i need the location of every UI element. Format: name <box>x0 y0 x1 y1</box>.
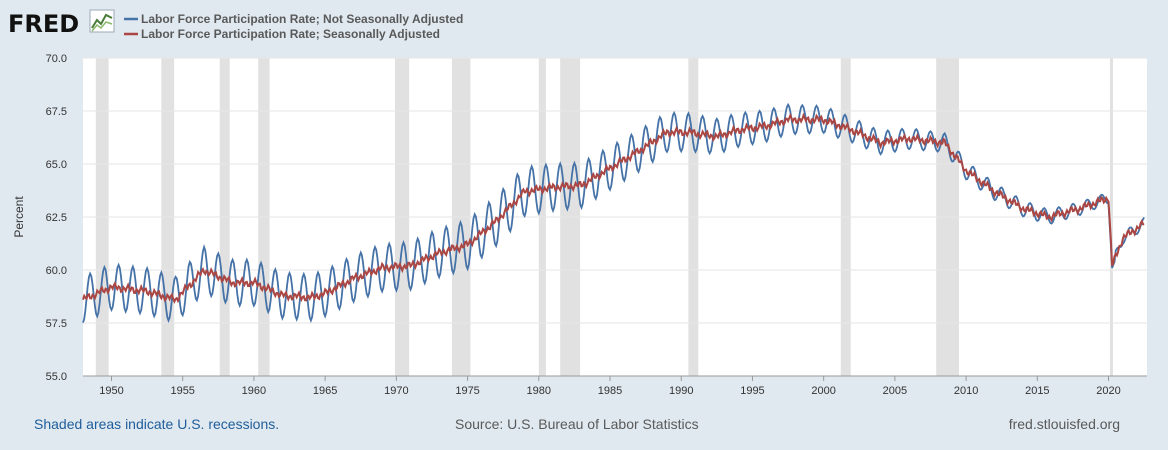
legend-label-nsa: Labor Force Participation Rate; Not Seas… <box>141 12 463 26</box>
x-tick-label: 2015 <box>1025 385 1049 397</box>
x-tick-label: 1980 <box>527 385 551 397</box>
y-tick-label: 67.5 <box>46 106 67 118</box>
source-note: Source: U.S. Bureau of Labor Statistics <box>455 416 699 432</box>
legend-item-nsa[interactable]: Labor Force Participation Rate; Not Seas… <box>124 12 463 26</box>
fred-logo-graph-icon <box>89 9 115 33</box>
y-axis-label: Percent <box>12 196 26 238</box>
series-line-sa <box>82 112 1145 304</box>
x-tick-label: 2020 <box>1096 385 1120 397</box>
y-axis: 55.0 57.5 60.0 62.5 65.0 67.5 70.0 <box>46 53 67 383</box>
x-tick-label: 1995 <box>740 385 764 397</box>
x-tick-label: 1955 <box>170 385 194 397</box>
y-tick-label: 60.0 <box>46 265 67 277</box>
fred-chart: FRED Labor Force Participation Rate; Not… <box>8 9 1147 397</box>
x-tick-label: 2010 <box>954 385 978 397</box>
fred-logo-text: FRED <box>8 10 79 38</box>
legend: Labor Force Participation Rate; Not Seas… <box>124 12 463 41</box>
x-tick-label: 1965 <box>313 385 337 397</box>
x-tick-label: 2005 <box>883 385 907 397</box>
y-tick-label: 65.0 <box>46 159 67 171</box>
fred-logo[interactable]: FRED <box>8 9 115 38</box>
y-tick-label: 62.5 <box>46 212 67 224</box>
legend-label-sa: Labor Force Participation Rate; Seasonal… <box>141 27 440 41</box>
y-tick-label: 55.0 <box>46 371 67 383</box>
x-tick-label: 1975 <box>455 385 479 397</box>
site-link[interactable]: fred.stlouisfed.org <box>1008 416 1120 432</box>
x-tick-label: 1960 <box>242 385 266 397</box>
y-tick-label: 57.5 <box>46 318 67 330</box>
x-tick-label: 1950 <box>99 385 123 397</box>
x-axis: 1950 1955 1960 1965 1970 1975 1980 1985 1990 1995… <box>83 375 1147 397</box>
x-tick-label: 2000 <box>811 385 835 397</box>
x-tick-label: 1985 <box>598 385 622 397</box>
x-tick-label: 1970 <box>384 385 408 397</box>
y-tick-label: 70.0 <box>46 53 67 65</box>
recession-note: Shaded areas indicate U.S. recessions. <box>34 416 280 432</box>
x-tick-label: 1990 <box>669 385 693 397</box>
series-lines <box>82 102 1145 324</box>
legend-item-sa[interactable]: Labor Force Participation Rate; Seasonal… <box>124 27 440 41</box>
